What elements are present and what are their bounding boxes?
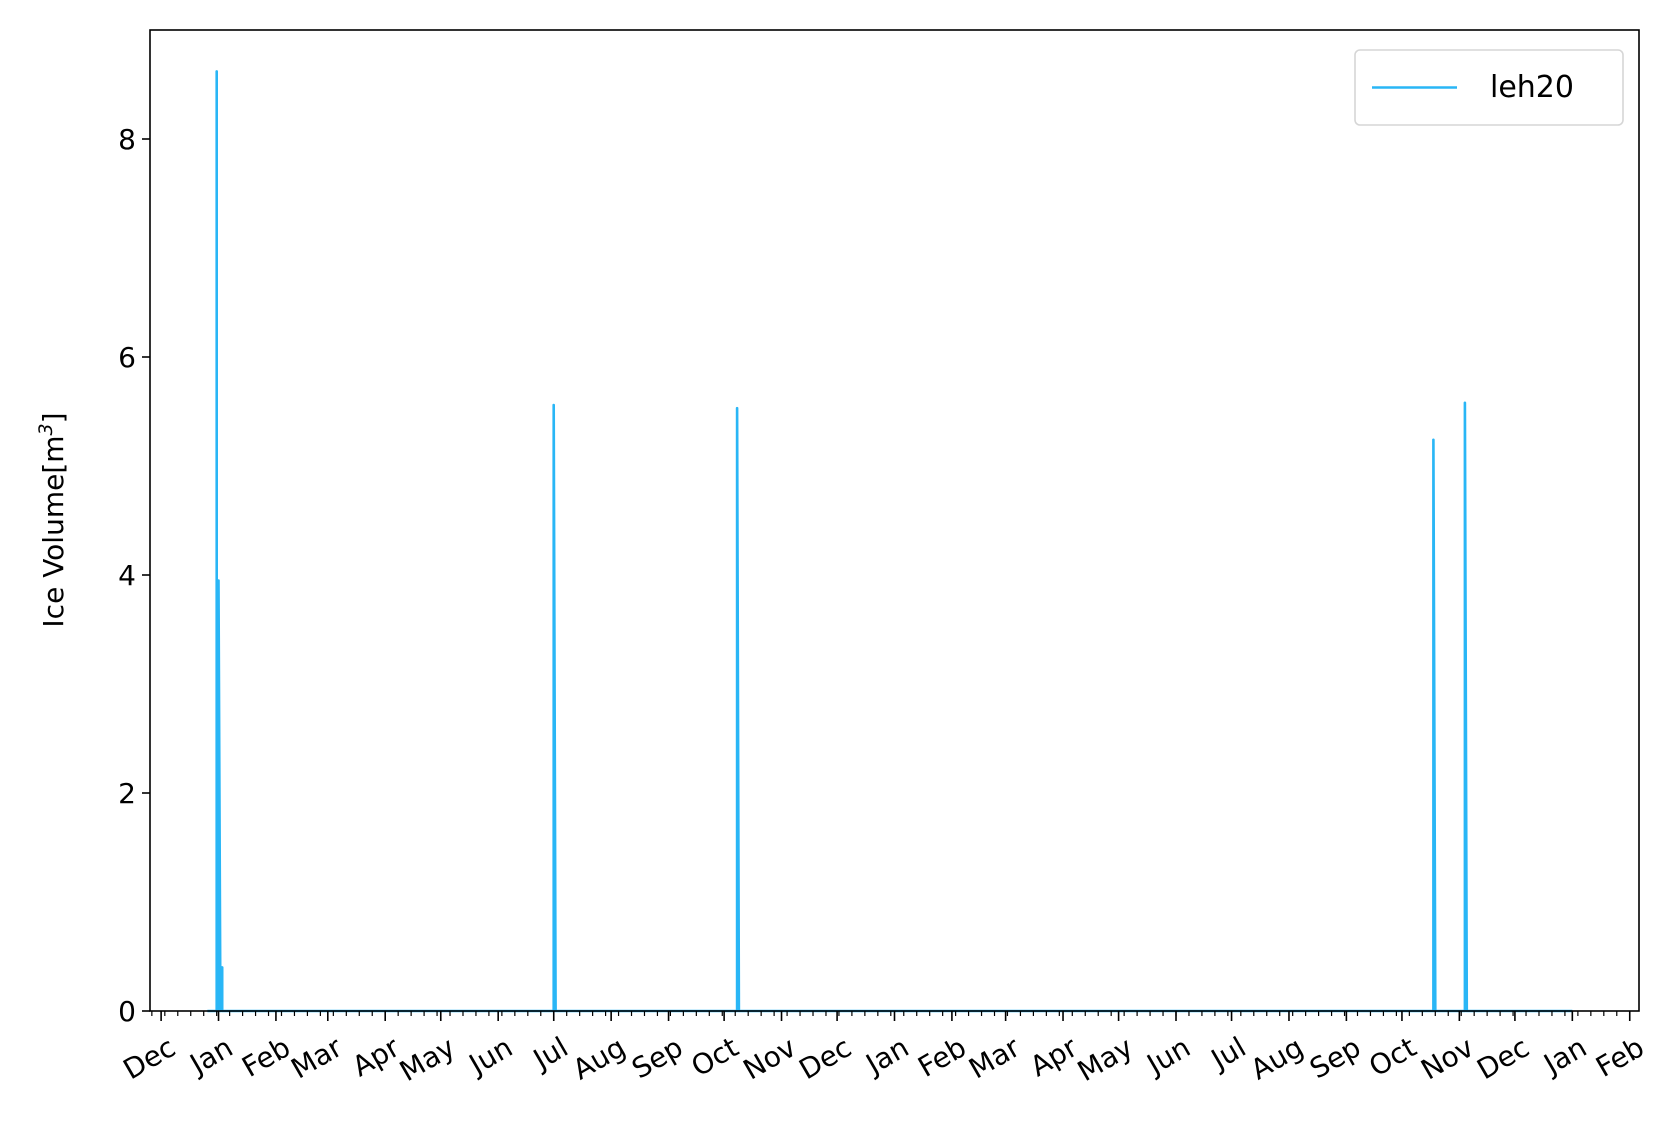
y-tick-label: 2 [118,777,136,810]
y-tick-label: 6 [118,341,136,374]
y-axis: 0 2 4 6 8 [118,123,150,1028]
y-tick-label: 4 [118,559,136,592]
y-tick-label: 8 [118,123,136,156]
legend: leh20 [1354,49,1624,126]
y-axis-label: Ice Volume[m3] [35,412,70,627]
y-tick-label: 0 [118,995,136,1028]
axes-frame [149,29,1640,1012]
legend-label-leh20: leh20 [1490,70,1574,105]
legend-frame [1354,49,1624,126]
